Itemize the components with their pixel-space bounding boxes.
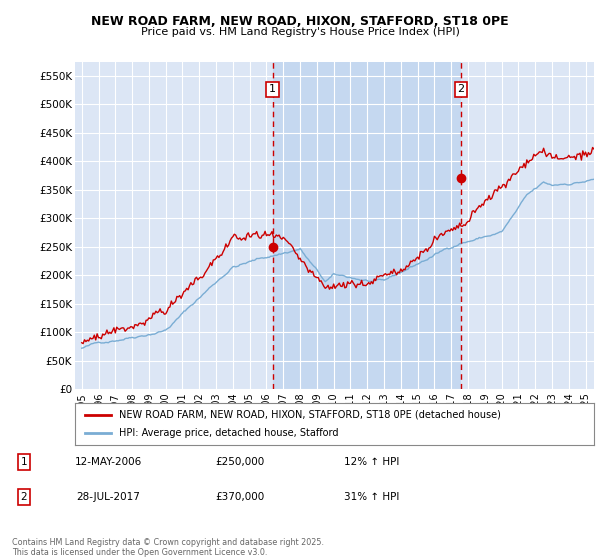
Text: 2: 2: [20, 492, 28, 502]
Text: 2: 2: [457, 85, 464, 95]
Text: 31% ↑ HPI: 31% ↑ HPI: [344, 492, 400, 502]
Bar: [272, 62, 461, 389]
Text: 12% ↑ HPI: 12% ↑ HPI: [344, 457, 400, 467]
Text: 1: 1: [20, 457, 28, 467]
Text: Price paid vs. HM Land Registry's House Price Index (HPI): Price paid vs. HM Land Registry's House …: [140, 27, 460, 38]
Text: £370,000: £370,000: [215, 492, 265, 502]
Text: 1: 1: [269, 85, 276, 95]
Text: NEW ROAD FARM, NEW ROAD, HIXON, STAFFORD, ST18 0PE (detached house): NEW ROAD FARM, NEW ROAD, HIXON, STAFFORD…: [119, 410, 501, 420]
Text: 28-JUL-2017: 28-JUL-2017: [76, 492, 140, 502]
Text: £250,000: £250,000: [215, 457, 265, 467]
Text: 12-MAY-2006: 12-MAY-2006: [74, 457, 142, 467]
Text: NEW ROAD FARM, NEW ROAD, HIXON, STAFFORD, ST18 0PE: NEW ROAD FARM, NEW ROAD, HIXON, STAFFORD…: [91, 15, 509, 28]
Text: Contains HM Land Registry data © Crown copyright and database right 2025.
This d: Contains HM Land Registry data © Crown c…: [12, 538, 324, 557]
Text: HPI: Average price, detached house, Stafford: HPI: Average price, detached house, Staf…: [119, 428, 338, 438]
